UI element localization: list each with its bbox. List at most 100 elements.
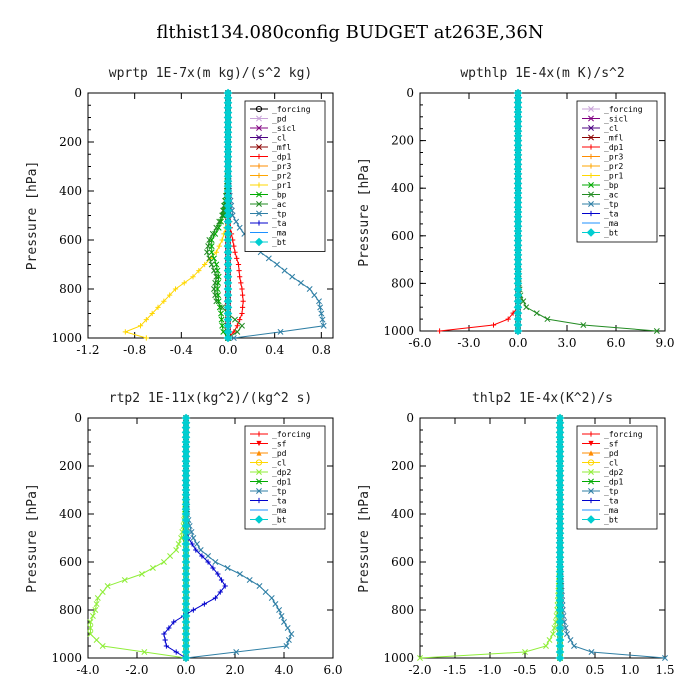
data-point bbox=[235, 261, 242, 268]
legend-label: _bp bbox=[272, 191, 287, 200]
y-tick-label: 400 bbox=[59, 184, 82, 198]
data-point bbox=[87, 625, 94, 631]
data-point bbox=[239, 310, 245, 317]
y-tick-label: 1000 bbox=[383, 324, 414, 338]
data-point bbox=[143, 335, 149, 341]
x-tick-label: 0.0 bbox=[176, 663, 195, 677]
legend-label: _bt bbox=[604, 229, 619, 238]
legend-marker bbox=[256, 153, 262, 160]
y-axis-label: Pressure [hPa] bbox=[357, 157, 372, 267]
y-tick-label: 800 bbox=[59, 282, 82, 296]
data-point bbox=[190, 607, 196, 613]
y-tick-label: 200 bbox=[59, 135, 82, 149]
data-point bbox=[220, 328, 227, 335]
data-point bbox=[240, 298, 246, 304]
data-point bbox=[213, 261, 220, 268]
data-point bbox=[99, 643, 106, 649]
y-tick-label: 600 bbox=[59, 233, 82, 247]
legend-marker bbox=[588, 182, 594, 188]
data-point bbox=[320, 322, 327, 329]
data-point bbox=[206, 255, 213, 262]
data-point bbox=[190, 535, 197, 541]
legend-marker bbox=[588, 115, 594, 122]
legend-label: _forcing bbox=[272, 430, 311, 439]
data-point bbox=[265, 255, 272, 262]
data-point bbox=[213, 273, 220, 280]
legend-label: _dp1 bbox=[272, 153, 291, 162]
y-tick-label: 200 bbox=[391, 459, 414, 473]
data-point bbox=[562, 625, 569, 631]
data-point bbox=[544, 316, 551, 323]
panel-2: wpthlp 1E-4x(m K)/s^2 Pressure [hPa] 0 200 4… bbox=[357, 66, 675, 350]
legend-label: _ma bbox=[604, 506, 619, 515]
legend-marker bbox=[256, 201, 262, 207]
legend-label: _ta bbox=[272, 497, 287, 506]
data-point bbox=[546, 637, 553, 643]
series-group bbox=[87, 413, 295, 663]
data-point bbox=[551, 625, 558, 631]
data-point bbox=[522, 649, 528, 655]
data-point bbox=[239, 292, 246, 298]
legend-marker bbox=[256, 478, 262, 485]
legend-marker bbox=[256, 144, 262, 150]
y-tick-label: 800 bbox=[59, 603, 82, 617]
data-point bbox=[149, 565, 156, 571]
x-tick-label: 4.0 bbox=[274, 663, 293, 677]
panel-4: thlp2 1E-4x(K^2)/s Pressure [hPa] 0 200 400 6… bbox=[357, 391, 675, 677]
data-point bbox=[215, 298, 222, 305]
x-tick-label: 2.0 bbox=[225, 663, 244, 677]
data-point bbox=[208, 249, 215, 256]
panel-title: thlp2 1E-4x(K^2)/s bbox=[472, 391, 613, 406]
legend-label: _cl bbox=[272, 459, 287, 468]
legend-label: _mfl bbox=[604, 134, 623, 143]
data-point bbox=[211, 255, 217, 262]
legend-marker bbox=[588, 488, 594, 494]
data-point bbox=[216, 304, 223, 311]
data-point bbox=[143, 317, 149, 323]
data-point bbox=[216, 243, 222, 249]
x-tick-label: -2.0 bbox=[408, 663, 431, 677]
data-point bbox=[262, 589, 269, 595]
data-point bbox=[219, 304, 226, 311]
data-point bbox=[239, 304, 246, 310]
y-tick-label: 1000 bbox=[383, 651, 414, 665]
legend-marker bbox=[256, 220, 262, 226]
data-point bbox=[87, 619, 94, 625]
data-point bbox=[211, 286, 217, 292]
x-tick-label: -0.4 bbox=[170, 343, 194, 357]
legend-marker bbox=[588, 469, 594, 475]
x-tick-label: 3.0 bbox=[557, 336, 576, 350]
legend-label: _pd bbox=[604, 449, 619, 458]
legend-label: _bt bbox=[272, 516, 287, 525]
y-axis-label: Pressure [hPa] bbox=[25, 161, 40, 271]
data-point bbox=[218, 310, 224, 317]
legend-marker bbox=[588, 144, 594, 150]
legend-label: _pr1 bbox=[272, 181, 291, 190]
series-group bbox=[437, 88, 660, 336]
data-point bbox=[172, 286, 179, 292]
legend-marker bbox=[586, 515, 596, 524]
figure-title: flthist134.080config BUDGET at263E,36N bbox=[156, 22, 543, 43]
y-tick-label: 200 bbox=[59, 459, 82, 473]
data-point bbox=[208, 261, 215, 268]
legend-marker bbox=[256, 172, 262, 179]
data-point bbox=[237, 317, 243, 323]
data-point bbox=[92, 607, 99, 613]
legend-label: _dp1 bbox=[272, 478, 291, 487]
x-tick-label: 6.0 bbox=[606, 336, 625, 350]
x-tick-label: 0.0 bbox=[508, 336, 527, 350]
panel-3: rtp2 1E-11x(kg^2)/(kg^2 s) Pressure [hPa]… bbox=[25, 391, 343, 677]
x-tick-label: 0.5 bbox=[585, 663, 604, 677]
x-tick-label: -1.0 bbox=[478, 663, 501, 677]
data-point bbox=[213, 298, 220, 305]
legend-marker bbox=[588, 134, 594, 141]
data-point bbox=[178, 535, 185, 541]
legend-marker bbox=[256, 182, 262, 188]
legend-marker bbox=[256, 163, 262, 169]
legend-label: _pd bbox=[272, 115, 287, 124]
data-point bbox=[210, 565, 216, 571]
data-point bbox=[166, 625, 172, 631]
legend-marker bbox=[256, 191, 262, 198]
legend-marker bbox=[588, 431, 594, 437]
data-point bbox=[212, 559, 219, 565]
